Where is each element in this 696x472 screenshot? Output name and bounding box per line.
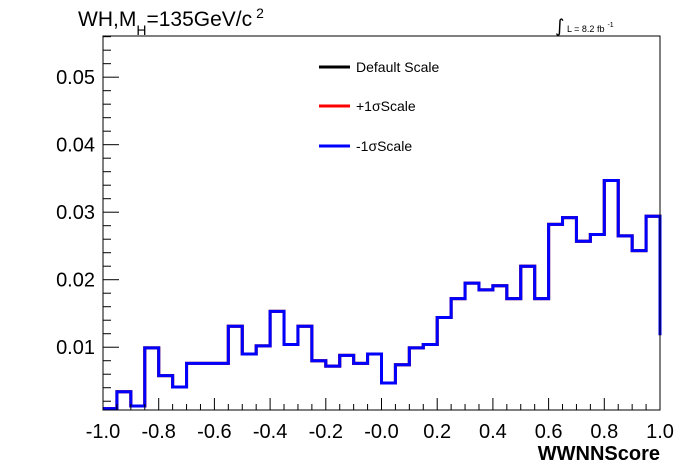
- x-tick-label: -0.8: [141, 421, 175, 443]
- x-tick-label: -1.0: [86, 421, 120, 443]
- x-tick-label: -0.2: [309, 421, 343, 443]
- chart-title: WH,MH=135GeV/c 2: [78, 5, 264, 38]
- x-tick-label: -0.6: [197, 421, 231, 443]
- x-tick-label: 0.8: [590, 421, 618, 443]
- x-tick-label: -0.0: [364, 421, 398, 443]
- y-tick-label: 0.02: [56, 270, 95, 292]
- x-axis-label: WWNNScore: [538, 443, 660, 465]
- y-tick-label: 0.01: [56, 337, 95, 359]
- legend-label-minus: -1σScale: [356, 138, 412, 154]
- lumi-label: L = 8.2 fb -1: [567, 22, 614, 34]
- series-line-2: [103, 178, 662, 411]
- x-tick-label: 0.6: [535, 421, 563, 443]
- x-tick-label: 0.4: [479, 421, 507, 443]
- x-tick-label: -0.4: [253, 421, 287, 443]
- y-tick-label: 0.04: [56, 135, 95, 157]
- legend: Default Scale +1σScale -1σScale: [319, 59, 439, 154]
- lumi-integral-sign: ∫: [555, 16, 564, 37]
- y-tick-label: 0.05: [56, 67, 95, 89]
- y-axis-ticks: 0.01 0.02 0.03 0.04 0.05: [56, 36, 119, 402]
- x-tick-label: 1.0: [646, 421, 674, 443]
- y-tick-label: 0.03: [56, 202, 95, 224]
- series-layer: [103, 178, 662, 411]
- x-axis-ticks: -1.0 -0.8 -0.6 -0.4 -0.2 -0.0 0.2 0.4 0.6 0.8 1.0: [86, 398, 674, 443]
- x-tick-label: 0.2: [423, 421, 451, 443]
- legend-label-plus: +1σScale: [356, 98, 416, 114]
- legend-label-default: Default Scale: [356, 59, 439, 75]
